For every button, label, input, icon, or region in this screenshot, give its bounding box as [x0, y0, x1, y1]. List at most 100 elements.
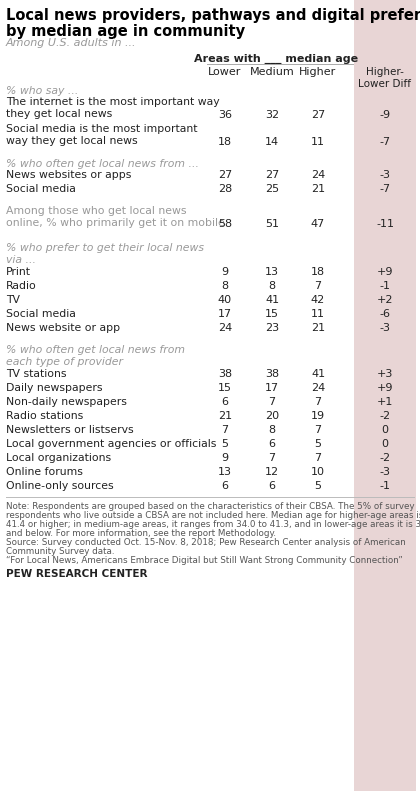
- Text: Social media: Social media: [6, 184, 76, 194]
- Text: Print: Print: [6, 267, 31, 277]
- Text: 8: 8: [268, 425, 276, 435]
- Text: -3: -3: [380, 467, 391, 477]
- Text: 27: 27: [218, 170, 232, 180]
- Text: Medium: Medium: [249, 67, 294, 77]
- Text: 6: 6: [268, 439, 276, 449]
- Text: The internet is the most important way
they get local news: The internet is the most important way t…: [6, 97, 220, 119]
- Text: 7: 7: [315, 453, 322, 463]
- Text: Online forums: Online forums: [6, 467, 83, 477]
- Text: 24: 24: [311, 383, 325, 393]
- Text: +3: +3: [377, 369, 393, 379]
- Text: 38: 38: [218, 369, 232, 379]
- Text: 21: 21: [311, 323, 325, 333]
- Text: 25: 25: [265, 184, 279, 194]
- Text: Local news providers, pathways and digital preferences,: Local news providers, pathways and digit…: [6, 8, 420, 23]
- Text: 15: 15: [265, 309, 279, 319]
- Text: 42: 42: [311, 295, 325, 305]
- Text: Social media: Social media: [6, 309, 76, 319]
- Text: 17: 17: [218, 309, 232, 319]
- Text: 13: 13: [265, 267, 279, 277]
- Text: 40: 40: [218, 295, 232, 305]
- Text: PEW RESEARCH CENTER: PEW RESEARCH CENTER: [6, 569, 147, 579]
- Text: 41.4 or higher; in medium-age areas, it ranges from 34.0 to 41.3, and in lower-a: 41.4 or higher; in medium-age areas, it …: [6, 520, 420, 529]
- Text: Areas with ___ median age: Areas with ___ median age: [194, 54, 359, 64]
- Text: “For Local News, Americans Embrace Digital but Still Want Strong Community Conne: “For Local News, Americans Embrace Digit…: [6, 556, 403, 565]
- Text: Non-daily newspapers: Non-daily newspapers: [6, 397, 127, 407]
- Text: 8: 8: [221, 281, 228, 291]
- Text: 51: 51: [265, 219, 279, 229]
- Text: -2: -2: [379, 453, 391, 463]
- Bar: [354, 0, 416, 791]
- Text: 5: 5: [315, 481, 321, 491]
- Text: +1: +1: [377, 397, 393, 407]
- Text: 12: 12: [265, 467, 279, 477]
- Text: +9: +9: [377, 267, 393, 277]
- Text: Higher: Higher: [299, 67, 336, 77]
- Text: 5: 5: [221, 439, 228, 449]
- Text: % who prefer to get their local news
via ...: % who prefer to get their local news via…: [6, 243, 204, 265]
- Text: Local government agencies or officials: Local government agencies or officials: [6, 439, 216, 449]
- Text: 9: 9: [221, 453, 228, 463]
- Text: News website or app: News website or app: [6, 323, 120, 333]
- Text: 18: 18: [218, 137, 232, 147]
- Text: 18: 18: [311, 267, 325, 277]
- Text: 36: 36: [218, 110, 232, 120]
- Text: 27: 27: [311, 110, 325, 120]
- Text: 28: 28: [218, 184, 232, 194]
- Text: 7: 7: [268, 397, 276, 407]
- Text: Source: Survey conducted Oct. 15-Nov. 8, 2018; Pew Research Center analysis of A: Source: Survey conducted Oct. 15-Nov. 8,…: [6, 538, 406, 547]
- Text: 47: 47: [311, 219, 325, 229]
- Text: 17: 17: [265, 383, 279, 393]
- Text: 6: 6: [221, 481, 228, 491]
- Text: 11: 11: [311, 309, 325, 319]
- Text: -7: -7: [379, 184, 391, 194]
- Text: Local organizations: Local organizations: [6, 453, 111, 463]
- Text: 9: 9: [221, 267, 228, 277]
- Text: Lower: Lower: [208, 67, 241, 77]
- Text: 21: 21: [311, 184, 325, 194]
- Text: Radio stations: Radio stations: [6, 411, 83, 421]
- Text: -11: -11: [376, 219, 394, 229]
- Text: 0: 0: [381, 425, 388, 435]
- Text: 7: 7: [268, 453, 276, 463]
- Text: TV: TV: [6, 295, 20, 305]
- Text: Radio: Radio: [6, 281, 37, 291]
- Text: -3: -3: [380, 323, 391, 333]
- Text: 20: 20: [265, 411, 279, 421]
- Text: 58: 58: [218, 219, 232, 229]
- Text: Community Survey data.: Community Survey data.: [6, 547, 115, 556]
- Text: 13: 13: [218, 467, 232, 477]
- Text: 41: 41: [311, 369, 325, 379]
- Text: 11: 11: [311, 137, 325, 147]
- Text: 5: 5: [315, 439, 321, 449]
- Text: % who often get local news from ...: % who often get local news from ...: [6, 159, 199, 169]
- Text: 6: 6: [268, 481, 276, 491]
- Text: 7: 7: [221, 425, 228, 435]
- Text: Daily newspapers: Daily newspapers: [6, 383, 102, 393]
- Text: -1: -1: [380, 281, 391, 291]
- Text: 24: 24: [218, 323, 232, 333]
- Text: -3: -3: [380, 170, 391, 180]
- Text: 24: 24: [311, 170, 325, 180]
- Text: 7: 7: [315, 281, 322, 291]
- Text: Online-only sources: Online-only sources: [6, 481, 114, 491]
- Text: News websites or apps: News websites or apps: [6, 170, 131, 180]
- Text: 14: 14: [265, 137, 279, 147]
- Text: 38: 38: [265, 369, 279, 379]
- Text: Note: Respondents are grouped based on the characteristics of their CBSA. The 5%: Note: Respondents are grouped based on t…: [6, 502, 415, 511]
- Text: -9: -9: [379, 110, 391, 120]
- Text: TV stations: TV stations: [6, 369, 66, 379]
- Text: -2: -2: [379, 411, 391, 421]
- Text: +9: +9: [377, 383, 393, 393]
- Text: by median age in community: by median age in community: [6, 24, 245, 39]
- Text: Social media is the most important
way they get local news: Social media is the most important way t…: [6, 124, 197, 146]
- Text: 27: 27: [265, 170, 279, 180]
- Text: 8: 8: [268, 281, 276, 291]
- Text: -7: -7: [379, 137, 391, 147]
- Text: 23: 23: [265, 323, 279, 333]
- Text: 7: 7: [315, 425, 322, 435]
- Text: 32: 32: [265, 110, 279, 120]
- Text: -1: -1: [380, 481, 391, 491]
- Text: 7: 7: [315, 397, 322, 407]
- Text: +2: +2: [377, 295, 393, 305]
